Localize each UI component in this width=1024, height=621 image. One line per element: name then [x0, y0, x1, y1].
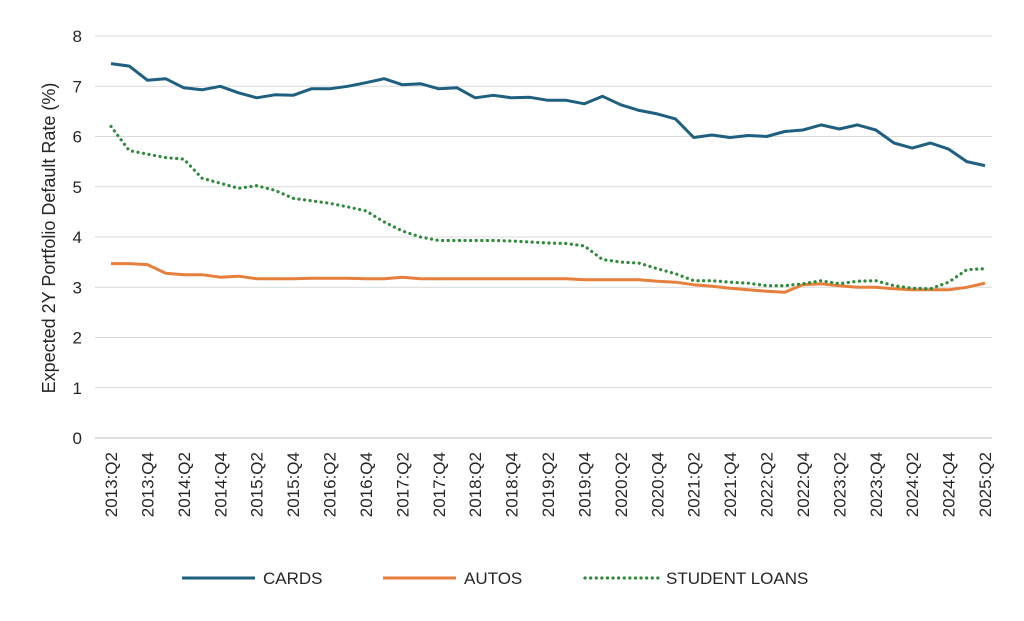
x-tick-label: 2021:Q4: [721, 452, 740, 517]
x-tick-label: 2023:Q4: [867, 452, 886, 517]
x-tick-label: 2020:Q4: [648, 452, 667, 517]
x-tick-label: 2024:Q4: [940, 452, 959, 517]
x-tick-label: 2013:Q2: [102, 452, 121, 517]
y-axis-title: Expected 2Y Portfolio Default Rate (%): [39, 83, 59, 394]
x-tick-label: 2013:Q4: [138, 452, 157, 517]
y-tick-label: 3: [73, 278, 82, 297]
x-tick-label: 2018:Q2: [466, 452, 485, 517]
x-tick-label: 2017:Q2: [393, 452, 412, 517]
x-tick-label: 2018:Q4: [503, 452, 522, 517]
y-tick-label: 5: [73, 178, 82, 197]
series-line-cards: [110, 62, 986, 168]
y-tick-label: 1: [73, 379, 82, 398]
x-tick-label: 2016:Q4: [357, 452, 376, 517]
series-lines: [109, 62, 987, 294]
x-tick-label: 2019:Q4: [575, 452, 594, 517]
legend-label-student-loans: STUDENT LOANS: [666, 569, 808, 588]
y-tick-label: 4: [73, 228, 82, 247]
x-tick-label: 2021:Q2: [685, 452, 704, 517]
x-tick-label: 2017:Q4: [430, 452, 449, 517]
x-tick-label: 2022:Q2: [758, 452, 777, 517]
x-tick-label: 2016:Q2: [321, 452, 340, 517]
x-tick-label: 2019:Q2: [539, 452, 558, 517]
x-tick-label: 2020:Q2: [612, 452, 631, 517]
x-tick-label: 2023:Q2: [830, 452, 849, 517]
legend: CARDS AUTOS STUDENT LOANS: [182, 569, 808, 588]
y-tick-label: 6: [73, 128, 82, 147]
x-tick-label: 2025:Q2: [976, 452, 995, 517]
x-tick-label: 2014:Q4: [211, 452, 230, 517]
legend-label-cards: CARDS: [263, 569, 323, 588]
series-line-student-loans: [109, 124, 987, 291]
x-tick-label: 2022:Q4: [794, 452, 813, 517]
x-tick-label: 2015:Q2: [248, 452, 267, 517]
x-tick-label: 2024:Q2: [903, 452, 922, 517]
legend-label-autos: AUTOS: [464, 569, 522, 588]
x-tick-label: 2015:Q4: [284, 452, 303, 517]
y-tick-label: 0: [73, 429, 82, 448]
y-tick-label: 7: [73, 77, 82, 96]
series-line-autos: [111, 262, 986, 294]
x-tick-label: 2014:Q2: [175, 452, 194, 517]
y-axis-ticks: 0 1 2 3 4 5 6 7 8: [73, 27, 82, 448]
x-axis-ticks: 2013:Q2 2013:Q4 2014:Q2 2014:Q4 2015:Q2 2015:…: [102, 452, 995, 517]
y-tick-label: 8: [73, 27, 82, 46]
y-tick-label: 2: [73, 329, 82, 348]
